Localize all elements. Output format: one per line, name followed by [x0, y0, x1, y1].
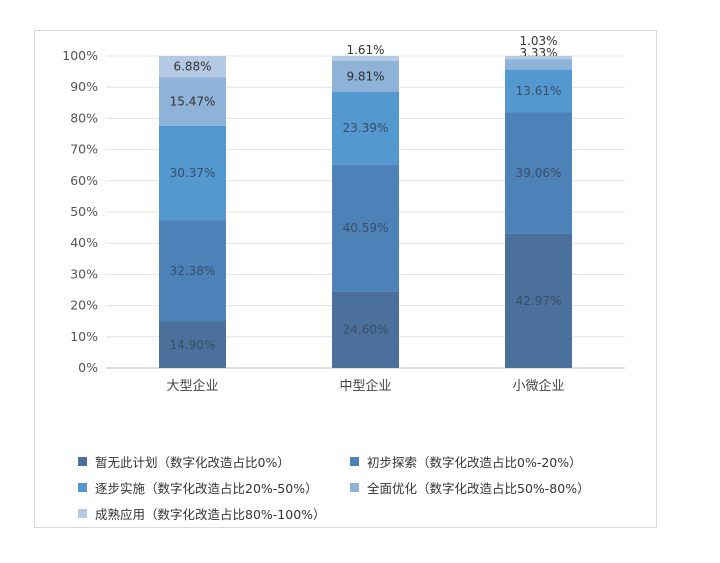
x-category-label: 小微企业 — [512, 378, 564, 394]
y-tick-label: 30% — [70, 266, 98, 281]
legend-swatch — [78, 457, 87, 466]
legend-swatch — [78, 509, 87, 518]
legend-item: 逐步实施（数字化改造占比20%-50%） — [78, 478, 350, 497]
bar-segment — [505, 233, 572, 368]
y-tick-label: 70% — [70, 142, 98, 157]
bar-segment — [159, 56, 226, 78]
y-tick-label: 80% — [70, 110, 98, 125]
bar-segment — [332, 56, 399, 62]
bar-segment — [332, 164, 399, 292]
data-label: 9.81% — [346, 69, 384, 83]
bar-segment — [159, 125, 226, 221]
legend-label: 初步探索（数字化改造占比0%-20%） — [367, 455, 582, 470]
data-label: 39.06% — [516, 166, 562, 180]
data-label: 24.60% — [343, 323, 389, 337]
bar-segment — [159, 77, 226, 126]
x-category-label: 中型企业 — [339, 378, 391, 394]
bar-segment — [332, 61, 399, 92]
bar-segment — [505, 59, 572, 70]
x-category-label: 大型企业 — [166, 378, 218, 394]
data-label: 14.90% — [170, 338, 216, 352]
y-tick-label: 10% — [70, 329, 98, 344]
bar-segment — [332, 91, 399, 165]
stacked-bar-chart: 0% 10% 20% 30% 40% 50% 60% 70% 80% 90% 100% 14.90% 3… — [62, 34, 625, 394]
data-label: 30.37% — [170, 166, 216, 180]
y-tick-label: 90% — [70, 79, 98, 94]
data-label: 15.47% — [170, 95, 216, 109]
chart-frame: 0% 10% 20% 30% 40% 50% 60% 70% 80% 90% 100% 14.90% 3… — [34, 30, 657, 528]
legend-label: 逐步实施（数字化改造占比20%-50%） — [95, 481, 318, 496]
y-tick-label: 50% — [70, 204, 98, 219]
bar-segment — [159, 321, 226, 368]
data-label: 13.61% — [516, 84, 562, 98]
chart-legend: 暂无此计划（数字化改造占比0%） 初步探索（数字化改造占比0%-20%） 逐步实施（… — [78, 452, 638, 523]
data-label: 32.38% — [170, 264, 216, 278]
legend-swatch — [350, 483, 359, 492]
data-label: 42.97% — [516, 294, 562, 308]
legend-item: 初步探索（数字化改造占比0%-20%） — [350, 452, 640, 471]
y-tick-label: 100% — [62, 48, 98, 63]
data-label: 1.03% — [519, 34, 557, 48]
bar-segment — [505, 56, 572, 60]
legend-item: 暂无此计划（数字化改造占比0%） — [78, 452, 350, 471]
data-label: 40.59% — [343, 221, 389, 235]
legend-swatch — [350, 457, 359, 466]
y-tick-label: 20% — [70, 298, 98, 313]
bar-segment — [505, 69, 572, 113]
legend-label: 成熟应用（数字化改造占比80%-100%） — [95, 507, 326, 522]
legend-label: 全面优化（数字化改造占比50%-80%） — [367, 481, 590, 496]
legend-label: 暂无此计划（数字化改造占比0%） — [95, 455, 290, 470]
data-label: 6.88% — [173, 60, 211, 74]
data-label: 1.61% — [346, 43, 384, 57]
legend-item: 成熟应用（数字化改造占比80%-100%） — [78, 504, 350, 523]
bar-segment — [332, 291, 399, 368]
bar-segment — [159, 220, 226, 322]
y-tick-label: 40% — [70, 235, 98, 250]
y-tick-label: 60% — [70, 173, 98, 188]
bar-segment — [505, 112, 572, 234]
data-label: 23.39% — [343, 121, 389, 135]
legend-swatch — [78, 483, 87, 492]
legend-item: 全面优化（数字化改造占比50%-80%） — [350, 478, 640, 497]
y-tick-label: 0% — [78, 360, 98, 375]
